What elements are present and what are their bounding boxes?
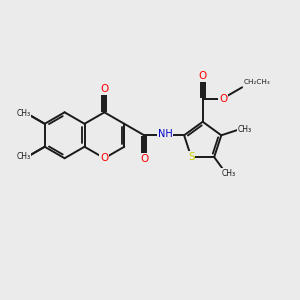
Text: O: O xyxy=(199,71,207,81)
Text: S: S xyxy=(188,152,194,162)
Text: O: O xyxy=(100,153,109,163)
Text: CH₂CH₃: CH₂CH₃ xyxy=(244,79,270,85)
Text: CH₃: CH₃ xyxy=(238,124,252,134)
Text: CH₃: CH₃ xyxy=(16,152,30,161)
Text: O: O xyxy=(140,154,148,164)
Text: CH₃: CH₃ xyxy=(16,109,30,118)
Text: O: O xyxy=(100,84,109,94)
Text: CH₃: CH₃ xyxy=(222,169,236,178)
Text: NH: NH xyxy=(158,129,173,140)
Text: CH₃: CH₃ xyxy=(16,153,30,162)
Text: O: O xyxy=(219,94,227,104)
Text: CH₃: CH₃ xyxy=(16,109,30,118)
